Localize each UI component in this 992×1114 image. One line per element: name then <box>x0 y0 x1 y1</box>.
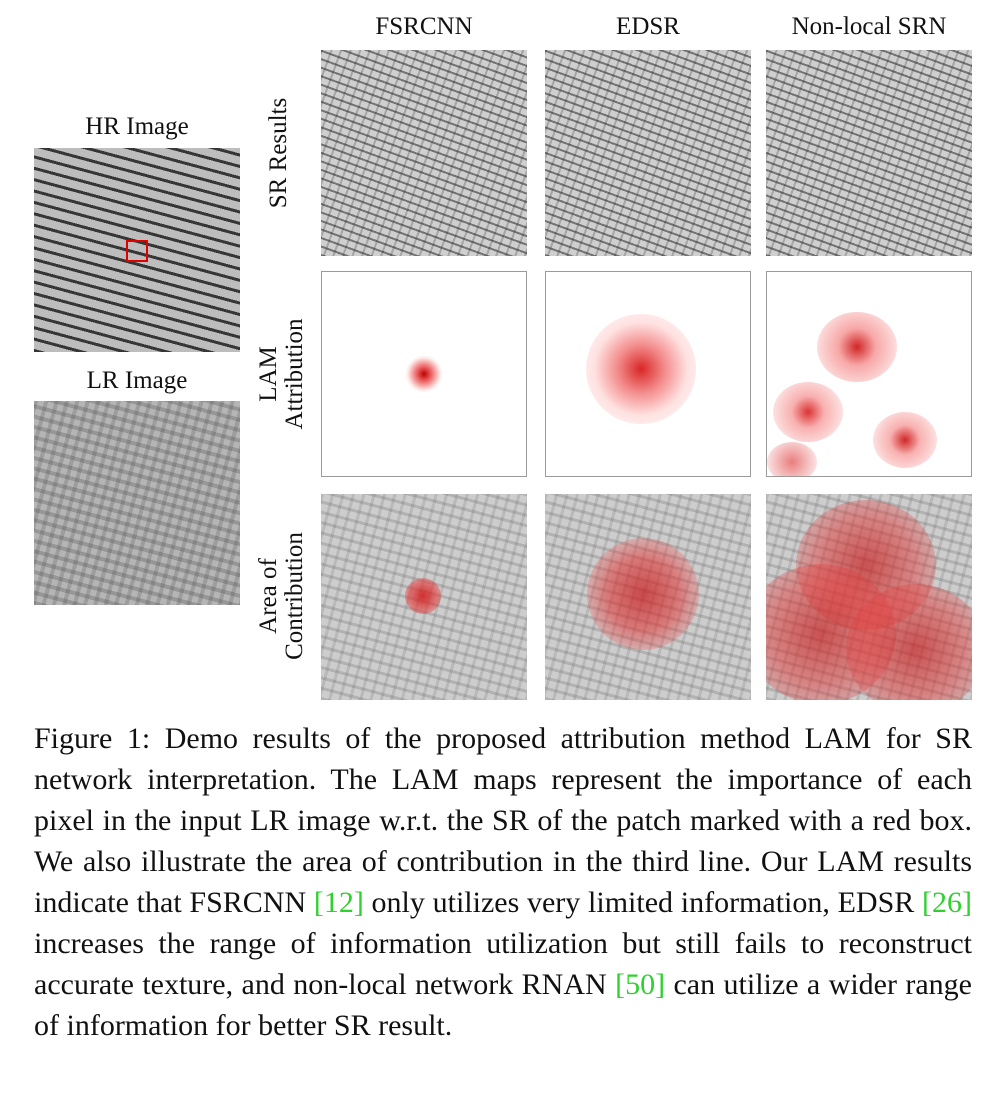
caption-text-2: only utilizes very limited information, … <box>363 886 923 919</box>
attribution-hotspot <box>873 412 937 468</box>
sr-result-edsr <box>545 50 751 256</box>
area-of-contribution-edsr <box>545 494 751 700</box>
citation-link-12[interactable]: [12] <box>313 886 364 919</box>
lam-map-edsr <box>545 271 751 477</box>
sr-result-fsrcnn <box>321 50 527 256</box>
red-box-marker <box>126 240 148 262</box>
lr-image-label: LR Image <box>86 367 188 394</box>
row-label-lam-line2: Attribution <box>281 318 308 430</box>
attribution-hotspot <box>767 442 817 476</box>
attribution-hotspot <box>406 356 442 392</box>
citation-link-50[interactable]: [50] <box>615 968 666 1001</box>
sr-result-nonlocal-srn <box>766 50 972 256</box>
area-of-contribution-nonlocal-srn <box>766 494 972 700</box>
figure-caption: Figure 1: Demo results of the proposed a… <box>34 718 972 1046</box>
row-label-area-line1: Area of <box>254 558 282 634</box>
area-of-contribution-fsrcnn <box>321 494 527 700</box>
attribution-hotspot <box>773 382 843 442</box>
hr-image-label: HR Image <box>85 113 189 140</box>
lr-image <box>34 401 240 605</box>
column-title-fsrcnn: FSRCNN <box>375 13 473 40</box>
attribution-hotspot <box>586 314 696 424</box>
hr-image <box>34 148 240 352</box>
row-label-sr-text: SR Results <box>264 97 292 209</box>
row-label-lam-line1: LAM <box>254 346 282 402</box>
caption-text-3: increases the range of information utili… <box>34 927 972 1001</box>
column-title-nonlocal-srn: Non-local SRN <box>791 13 947 40</box>
attribution-hotspot <box>817 312 897 382</box>
row-label-area-line2: Contribution <box>281 532 308 660</box>
contribution-overlay <box>846 584 972 700</box>
column-title-edsr: EDSR <box>616 13 680 40</box>
row-label-sr-results: SR Results <box>264 97 292 209</box>
citation-link-26[interactable]: [26] <box>922 886 972 919</box>
lam-map-fsrcnn <box>321 271 527 477</box>
contribution-overlay <box>587 538 699 650</box>
row-label-area-of-contribution: Area of Contribution <box>254 532 309 660</box>
row-label-lam-attribution: LAM Attribution <box>254 318 309 430</box>
caption-text-4: can utilize a wider range of information… <box>34 968 972 1042</box>
caption-text-1: Figure 1: Demo results of the proposed a… <box>34 722 972 919</box>
contribution-overlay <box>405 578 441 614</box>
lam-map-nonlocal-srn <box>766 271 972 477</box>
